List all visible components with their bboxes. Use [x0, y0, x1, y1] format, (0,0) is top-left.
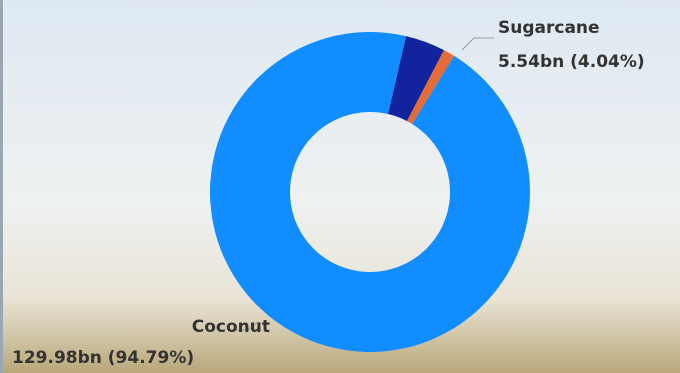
leader-line: [232, 321, 259, 331]
value-label: 5.54bn (4.04%): [498, 52, 645, 72]
slice-label: Sugarcane: [498, 18, 600, 38]
slice-label: Coconut: [192, 317, 270, 337]
border: [0, 0, 3, 373]
slice: [387, 36, 444, 122]
slice: [406, 50, 455, 124]
leader-line: [461, 37, 494, 51]
donut: [210, 31, 531, 352]
value-label: 129.98bn (94.79%): [12, 348, 194, 368]
slice: [210, 31, 531, 352]
